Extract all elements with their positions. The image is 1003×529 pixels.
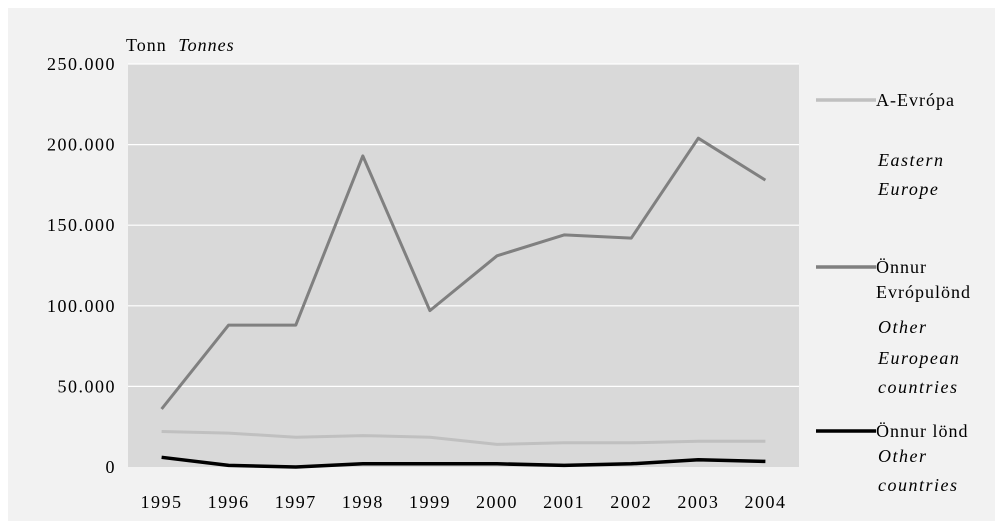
legend-label-other: Önnur lönd bbox=[876, 421, 969, 441]
series-line-eastern bbox=[161, 430, 766, 446]
x-axis-ticks: 1995 1996 1997 1998 1999 2000 2001 2002 2003 2004 bbox=[141, 492, 786, 512]
y-tick-label: 100.000 bbox=[47, 296, 116, 316]
y-tick-label: 200.000 bbox=[47, 135, 116, 155]
x-tick-label: 1997 bbox=[275, 492, 317, 512]
x-tick-label: 2004 bbox=[744, 492, 786, 512]
x-tick-label: 1996 bbox=[208, 492, 250, 512]
series-line-other bbox=[161, 455, 766, 469]
legend-label-en-other_europe: countries bbox=[878, 377, 959, 397]
x-tick-label: 2001 bbox=[543, 492, 585, 512]
chart-svg: 250.000 200.000 150.000 100.000 50.000 0 1995… bbox=[47, 35, 971, 512]
legend-label-other_europe: Önnur bbox=[876, 257, 927, 277]
y-tick-label: 150.000 bbox=[47, 215, 116, 235]
legend-label-eastern: A-Evrópa bbox=[876, 90, 955, 110]
x-tick-label: 1999 bbox=[409, 492, 451, 512]
chart-frame: 250.000 200.000 150.000 100.000 50.000 0 1995… bbox=[8, 8, 995, 521]
legend-label-en-other_europe: European bbox=[877, 348, 960, 368]
legend-label-en-eastern: Europe bbox=[877, 179, 939, 199]
y-axis-title-en: Tonnes bbox=[178, 35, 234, 55]
x-tick-label: 1995 bbox=[141, 492, 183, 512]
x-tick-label: 2000 bbox=[476, 492, 518, 512]
series-lines bbox=[160, 136, 767, 469]
y-axis-ticks: 250.000 200.000 150.000 100.000 50.000 0 bbox=[47, 54, 117, 477]
legend-label-en-other_europe: Other bbox=[878, 317, 928, 337]
x-tick-label: 1998 bbox=[342, 492, 384, 512]
legend-label-other_europe: Evrópulönd bbox=[876, 282, 971, 302]
y-tick-label: 50.000 bbox=[58, 376, 117, 396]
legend-label-en-other: countries bbox=[878, 475, 959, 495]
y-tick-label: 250.000 bbox=[47, 54, 116, 74]
y-axis-title: Tonn Tonnes bbox=[126, 35, 235, 55]
legend-label-en-other: Other bbox=[878, 446, 928, 466]
y-axis-title-text: Tonn bbox=[126, 35, 167, 55]
grid bbox=[128, 63, 799, 387]
series-line-other_europe bbox=[160, 136, 767, 410]
legend: A-Evrópa Eastern Europe Önnur Evrópulönd Othe… bbox=[816, 90, 971, 495]
x-tick-label: 2002 bbox=[610, 492, 652, 512]
x-tick-label: 2003 bbox=[677, 492, 719, 512]
y-tick-label: 0 bbox=[106, 457, 117, 477]
plot-area bbox=[128, 64, 799, 467]
legend-label-en-eastern: Eastern bbox=[877, 150, 945, 170]
